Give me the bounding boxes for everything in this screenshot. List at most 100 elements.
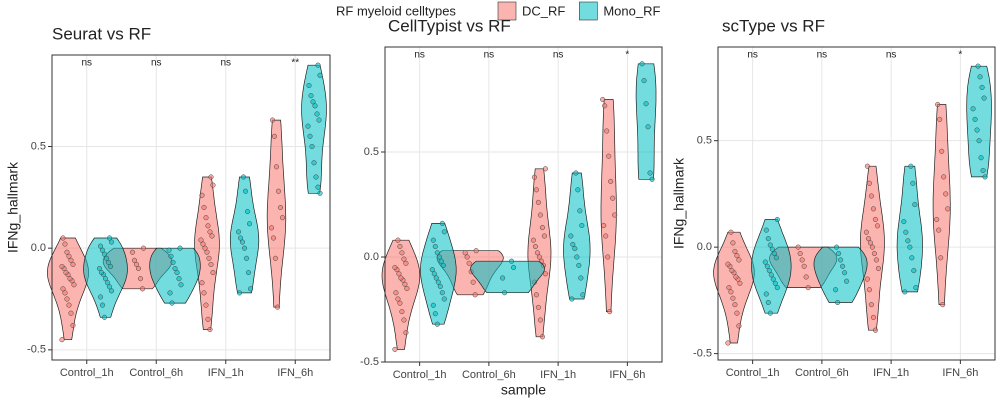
point bbox=[168, 253, 174, 259]
legend-label: DC_RF bbox=[522, 3, 565, 18]
point bbox=[314, 111, 320, 117]
point bbox=[472, 292, 478, 298]
point bbox=[396, 271, 402, 277]
point bbox=[206, 255, 212, 261]
point bbox=[945, 206, 951, 212]
point bbox=[432, 243, 438, 250]
point bbox=[909, 255, 915, 261]
point bbox=[279, 215, 286, 221]
y-tick-label: -0.5 bbox=[360, 356, 379, 368]
point bbox=[903, 229, 909, 235]
point bbox=[237, 235, 244, 241]
point bbox=[174, 270, 180, 276]
point bbox=[766, 268, 772, 274]
point bbox=[908, 163, 914, 169]
x-tick-label: Control_6h bbox=[129, 367, 183, 379]
point bbox=[911, 268, 917, 274]
point bbox=[568, 233, 574, 239]
legend-key bbox=[579, 1, 598, 21]
point bbox=[569, 296, 575, 302]
y-tick-label: 0.5 bbox=[364, 146, 379, 158]
point bbox=[392, 346, 398, 352]
significance: ns bbox=[886, 50, 897, 61]
point bbox=[795, 244, 801, 250]
point bbox=[207, 326, 213, 333]
point bbox=[610, 195, 616, 201]
point bbox=[801, 263, 807, 269]
point bbox=[980, 167, 986, 174]
y-axis-label: IFNg_hallmark bbox=[671, 157, 687, 249]
violin bbox=[813, 246, 868, 303]
panel-border bbox=[384, 46, 663, 363]
point bbox=[838, 257, 844, 263]
point bbox=[872, 327, 878, 333]
point bbox=[537, 212, 543, 218]
point bbox=[139, 286, 146, 292]
violin bbox=[896, 165, 923, 293]
point bbox=[542, 271, 548, 277]
point bbox=[59, 337, 65, 343]
point bbox=[763, 291, 769, 297]
point bbox=[433, 275, 439, 281]
x-tick-label: Control_1h bbox=[393, 369, 447, 381]
point bbox=[272, 255, 279, 261]
point bbox=[912, 202, 918, 208]
point bbox=[271, 133, 278, 139]
x-tick-label: IFN_1h bbox=[208, 367, 244, 379]
x-tick-label: IFN_1h bbox=[540, 369, 576, 381]
legend-label: Mono_RF bbox=[603, 3, 660, 18]
point bbox=[430, 302, 436, 308]
point bbox=[62, 241, 68, 247]
violin bbox=[229, 176, 260, 294]
point bbox=[606, 153, 612, 159]
point bbox=[730, 240, 736, 246]
point bbox=[401, 317, 407, 323]
point bbox=[209, 233, 215, 239]
point bbox=[767, 310, 773, 316]
point bbox=[441, 229, 447, 235]
point bbox=[974, 127, 980, 133]
point bbox=[103, 255, 110, 261]
point bbox=[68, 310, 74, 316]
point bbox=[104, 280, 111, 286]
point bbox=[66, 302, 72, 308]
point bbox=[774, 216, 780, 223]
point bbox=[305, 123, 311, 129]
point bbox=[532, 243, 538, 250]
point bbox=[397, 300, 403, 306]
point bbox=[868, 193, 874, 199]
point bbox=[728, 289, 734, 295]
point bbox=[66, 253, 72, 259]
point bbox=[96, 265, 103, 272]
point bbox=[725, 340, 731, 346]
point bbox=[765, 236, 771, 242]
significance: ns bbox=[747, 50, 758, 61]
point bbox=[535, 199, 541, 205]
significance: ns bbox=[151, 58, 162, 69]
point bbox=[243, 255, 250, 261]
point bbox=[462, 250, 468, 256]
point bbox=[67, 276, 73, 282]
point bbox=[872, 216, 878, 223]
point bbox=[70, 322, 76, 328]
point bbox=[871, 250, 877, 257]
point bbox=[129, 249, 136, 255]
point bbox=[864, 163, 870, 169]
point bbox=[241, 245, 248, 251]
point bbox=[438, 258, 444, 264]
point bbox=[773, 255, 779, 261]
point bbox=[574, 254, 580, 260]
point bbox=[869, 244, 875, 250]
point bbox=[765, 299, 771, 306]
panel-border bbox=[717, 46, 996, 361]
point bbox=[972, 116, 978, 122]
point bbox=[842, 270, 848, 276]
significance: ** bbox=[291, 58, 299, 69]
point bbox=[941, 174, 947, 180]
point bbox=[439, 290, 445, 296]
point bbox=[937, 116, 943, 122]
point bbox=[725, 261, 731, 267]
point bbox=[70, 261, 76, 267]
point bbox=[736, 323, 742, 329]
point bbox=[643, 101, 649, 107]
